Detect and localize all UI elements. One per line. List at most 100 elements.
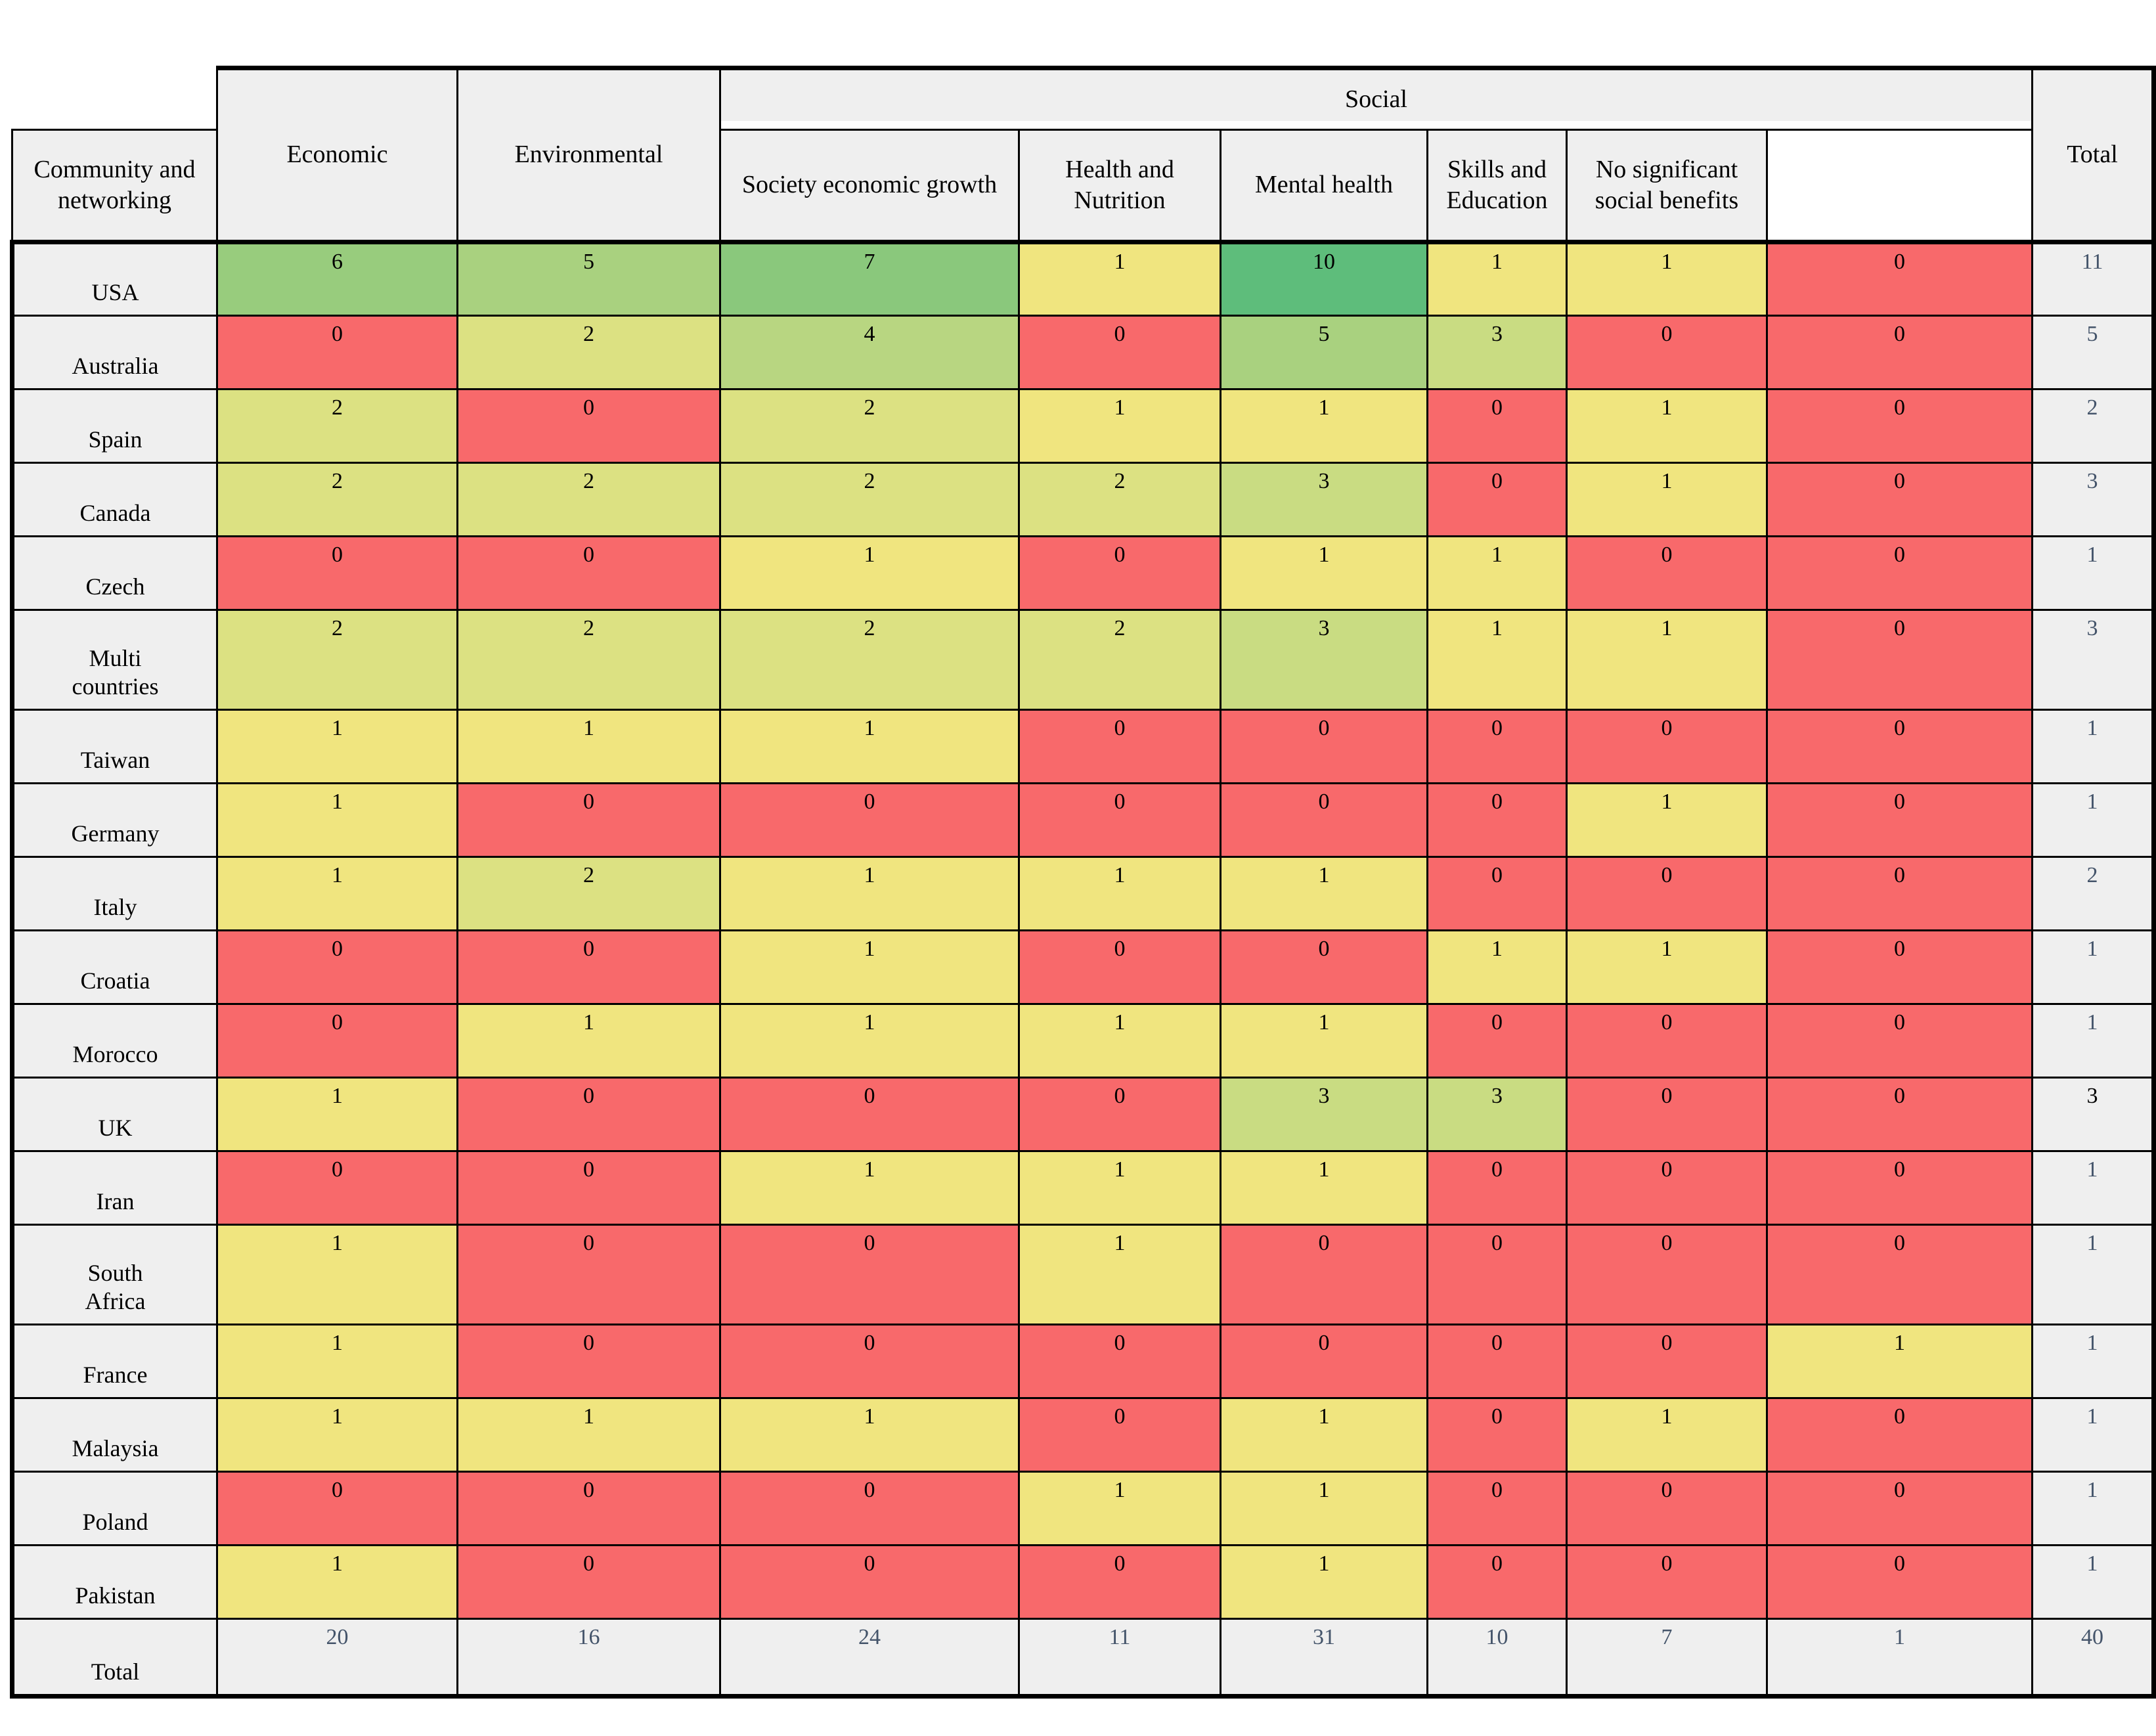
value-cell: 0 bbox=[1018, 1077, 1221, 1152]
value-cell: 0 bbox=[1566, 1471, 1768, 1546]
value-cell: 0 bbox=[456, 388, 721, 464]
value-cell: 0 bbox=[1566, 315, 1768, 390]
value-cell: 0 bbox=[216, 1003, 458, 1079]
value-cell: 10 bbox=[1220, 240, 1428, 317]
value-cell: 1 bbox=[1426, 240, 1568, 317]
value-cell: 2 bbox=[719, 609, 1020, 711]
value-cell: 31 bbox=[1220, 1618, 1428, 1699]
row-total-cell: 5 bbox=[2031, 315, 2156, 390]
value-cell: 1 bbox=[1566, 240, 1768, 317]
value-cell: 0 bbox=[1426, 782, 1568, 858]
col-group-header-social: Social bbox=[719, 66, 2033, 131]
value-cell: 0 bbox=[1766, 535, 2033, 611]
value-cell: 0 bbox=[1018, 782, 1221, 858]
value-cell: 1 bbox=[1018, 1224, 1221, 1325]
totals-row: Total 20 16 24 11 31 10 7 1 40 bbox=[10, 1618, 2156, 1699]
value-cell: 0 bbox=[216, 535, 458, 611]
table-row: Multi countries 2 2 2 2 3 1 1 0 3 bbox=[10, 609, 2156, 711]
value-cell: 0 bbox=[456, 1471, 721, 1546]
value-cell: 24 bbox=[719, 1618, 1020, 1699]
row-header-croatia: Croatia bbox=[10, 929, 218, 1005]
row-total-cell: 1 bbox=[2031, 1150, 2156, 1226]
value-cell: 0 bbox=[1018, 1324, 1221, 1399]
header-row-groups: Economic Environmental Social Total bbox=[12, 66, 2156, 243]
table-row: Malaysia 1 1 1 0 1 0 1 0 1 bbox=[10, 1397, 2156, 1473]
value-cell: 1 bbox=[216, 782, 458, 858]
value-cell: 0 bbox=[1220, 1324, 1428, 1399]
value-cell: 0 bbox=[216, 315, 458, 390]
table-row: Morocco 0 1 1 1 1 0 0 0 1 bbox=[10, 1003, 2156, 1079]
table-row: Pakistan 1 0 0 0 1 0 0 0 1 bbox=[10, 1544, 2156, 1620]
value-cell: 0 bbox=[1766, 1397, 2033, 1473]
value-cell: 1 bbox=[719, 535, 1020, 611]
value-cell: 1 bbox=[1018, 1471, 1221, 1546]
row-total-cell: 1 bbox=[2031, 1224, 2156, 1325]
col-header-society-economic-growth: Society economic growth bbox=[719, 129, 1020, 243]
value-cell: 0 bbox=[1018, 315, 1221, 390]
value-cell: 2 bbox=[456, 856, 721, 931]
table-body: USA 6 5 7 1 10 1 1 0 11 Australia 0 2 4 0 5 3 0 0 5 Spain 2 0 2… bbox=[10, 240, 2156, 1699]
value-cell: 3 bbox=[1426, 315, 1568, 390]
row-total-cell: 1 bbox=[2031, 1471, 2156, 1546]
value-cell: 2 bbox=[456, 609, 721, 711]
value-cell: 0 bbox=[456, 1544, 721, 1620]
value-cell: 0 bbox=[456, 1224, 721, 1325]
value-cell: 0 bbox=[719, 1544, 1020, 1620]
value-cell: 1 bbox=[216, 856, 458, 931]
value-cell: 1 bbox=[1018, 1150, 1221, 1226]
row-total-cell: 11 bbox=[2031, 240, 2156, 317]
value-cell: 1 bbox=[1566, 782, 1768, 858]
row-total-cell: 3 bbox=[2031, 1077, 2156, 1152]
benefits-by-country-table: Economic Environmental Social Total Comm… bbox=[10, 66, 2156, 1699]
value-cell: 0 bbox=[1566, 709, 1768, 784]
value-cell: 0 bbox=[719, 1324, 1020, 1399]
value-cell: 0 bbox=[1566, 1224, 1768, 1325]
row-header-multi-countries: Multi countries bbox=[10, 609, 218, 711]
value-cell: 4 bbox=[719, 315, 1020, 390]
value-cell: 0 bbox=[456, 1077, 721, 1152]
value-cell: 0 bbox=[1766, 929, 2033, 1005]
row-total-cell: 1 bbox=[2031, 1003, 2156, 1079]
table-row: Australia 0 2 4 0 5 3 0 0 5 bbox=[10, 315, 2156, 390]
value-cell: 1 bbox=[1220, 535, 1428, 611]
value-cell: 1 bbox=[216, 1324, 458, 1399]
table-row: Taiwan 1 1 1 0 0 0 0 0 1 bbox=[10, 709, 2156, 784]
value-cell: 1 bbox=[216, 709, 458, 784]
value-cell: 6 bbox=[216, 240, 458, 317]
table-row: Iran 0 0 1 1 1 0 0 0 1 bbox=[10, 1150, 2156, 1226]
value-cell: 1 bbox=[719, 1003, 1020, 1079]
row-header-iran: Iran bbox=[10, 1150, 218, 1226]
row-total-cell: 1 bbox=[2031, 535, 2156, 611]
value-cell: 0 bbox=[1566, 1077, 1768, 1152]
value-cell: 1 bbox=[1566, 929, 1768, 1005]
row-total-cell: 1 bbox=[2031, 1397, 2156, 1473]
row-header-taiwan: Taiwan bbox=[10, 709, 218, 784]
value-cell: 0 bbox=[456, 1150, 721, 1226]
value-cell: 3 bbox=[1220, 1077, 1428, 1152]
value-cell: 0 bbox=[1766, 315, 2033, 390]
value-cell: 1 bbox=[456, 709, 721, 784]
table-row: Czech 0 0 1 0 1 1 0 0 1 bbox=[10, 535, 2156, 611]
value-cell: 3 bbox=[1220, 609, 1428, 711]
value-cell: 3 bbox=[1220, 462, 1428, 537]
value-cell: 0 bbox=[1766, 1224, 2033, 1325]
value-cell: 0 bbox=[1018, 929, 1221, 1005]
value-cell: 0 bbox=[1426, 388, 1568, 464]
col-header-health-and-nutrition: Health and Nutrition bbox=[1018, 129, 1221, 243]
table-row: Canada 2 2 2 2 3 0 1 0 3 bbox=[10, 462, 2156, 537]
row-total-cell: 3 bbox=[2031, 609, 2156, 711]
table-row: UK 1 0 0 0 3 3 0 0 3 bbox=[10, 1077, 2156, 1152]
value-cell: 1 bbox=[1018, 388, 1221, 464]
value-cell: 1 bbox=[1426, 609, 1568, 711]
row-header-pakistan: Pakistan bbox=[10, 1544, 218, 1620]
table-header: Economic Environmental Social Total Comm… bbox=[11, 66, 2156, 243]
value-cell: 1 bbox=[719, 709, 1020, 784]
value-cell: 0 bbox=[216, 929, 458, 1005]
value-cell: 1 bbox=[719, 856, 1020, 931]
table-row: Croatia 0 0 1 0 0 1 1 0 1 bbox=[10, 929, 2156, 1005]
row-header-morocco: Morocco bbox=[10, 1003, 218, 1079]
col-header-community-and-networking: Community and networking bbox=[11, 129, 218, 243]
row-header-malaysia: Malaysia bbox=[10, 1397, 218, 1473]
value-cell: 2 bbox=[216, 609, 458, 711]
col-header-no-significant-social-benefits: No significant social benefits bbox=[1566, 129, 1768, 243]
